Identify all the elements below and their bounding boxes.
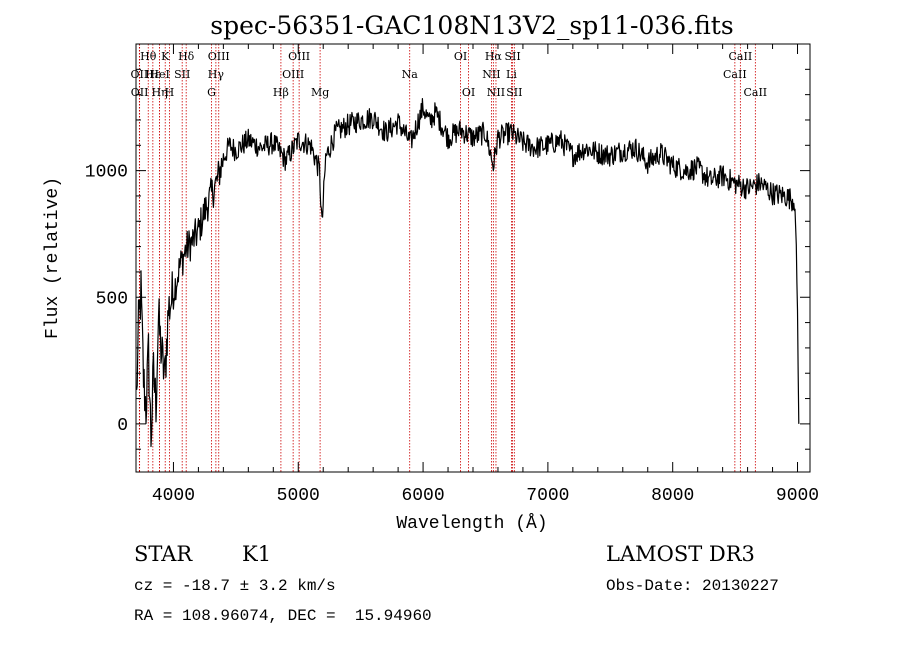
line-marker-label: OIII (208, 50, 230, 63)
x-tick-label: 8000 (651, 486, 694, 506)
obs-date: Obs-Date: 20130227 (606, 577, 779, 595)
line-marker-label: OI (454, 50, 467, 63)
x-tick-label: 4000 (152, 486, 195, 506)
line-marker-label: OIII (288, 50, 310, 63)
line-marker-label: Mg (311, 86, 329, 99)
survey-name: LAMOST DR3 (606, 542, 755, 566)
line-marker-label: SII (174, 68, 190, 81)
x-tick-label: 5000 (277, 486, 320, 506)
redshift-text: cz = -18.7 ± 3.2 km/s (134, 577, 336, 595)
line-marker-label: Hθ (140, 50, 157, 63)
line-marker-label: Hδ (178, 50, 195, 63)
line-marker-label: Hβ (273, 86, 289, 99)
spectrum-line (136, 98, 800, 448)
line-marker-label: Hγ (208, 68, 225, 81)
y-axis-label: Flux (relative) (43, 177, 63, 339)
line-markers (138, 44, 756, 472)
y-tick-label: 1000 (85, 163, 128, 183)
y-tick-label: 0 (117, 416, 128, 436)
object-class: STAR (134, 542, 193, 566)
line-marker-label: CaII (723, 68, 747, 81)
line-marker-label: CaII (743, 86, 767, 99)
line-marker-label: Hα (485, 50, 503, 63)
spectrum-series (136, 98, 800, 448)
line-marker-label: HeI (149, 68, 169, 81)
chart-title: spec-56351-GAC108N13V2_sp11-036.fits (210, 11, 733, 40)
line-marker-label: Hη (151, 86, 167, 99)
x-axis-label: Wavelength (Å) (396, 513, 547, 534)
plot-frame (135, 43, 811, 473)
line-marker-label: G (207, 86, 216, 99)
x-tick-label: 6000 (401, 486, 444, 506)
line-marker-label: OI (462, 86, 475, 99)
coordinates: RA = 108.96074, DEC = 15.94960 (134, 607, 432, 625)
x-axis-ticks: 4000 5000 6000 7000 8000 9000 (152, 44, 819, 506)
line-marker-label: NII (482, 68, 500, 81)
y-tick-label: 500 (96, 289, 128, 309)
line-marker-label: Li (506, 68, 517, 81)
line-marker-label: NII (487, 86, 505, 99)
line-marker-label: CaII (729, 50, 753, 63)
line-marker-label: OIII (282, 68, 304, 81)
x-tick-label: 7000 (526, 486, 569, 506)
object-subclass: K1 (242, 542, 271, 566)
line-marker-label: OII (131, 86, 149, 99)
line-marker-label: Na (402, 68, 419, 81)
line-marker-label: Hε (145, 68, 161, 81)
line-marker-label: OII (131, 68, 149, 81)
line-marker-label: H (165, 86, 175, 99)
line-marker-label: SII (506, 86, 522, 99)
line-marker-label: K (161, 50, 170, 63)
line-marker-label: SII (504, 50, 520, 63)
x-tick-label: 9000 (776, 486, 819, 506)
y-axis-ticks: 0 500 1000 (85, 68, 810, 450)
